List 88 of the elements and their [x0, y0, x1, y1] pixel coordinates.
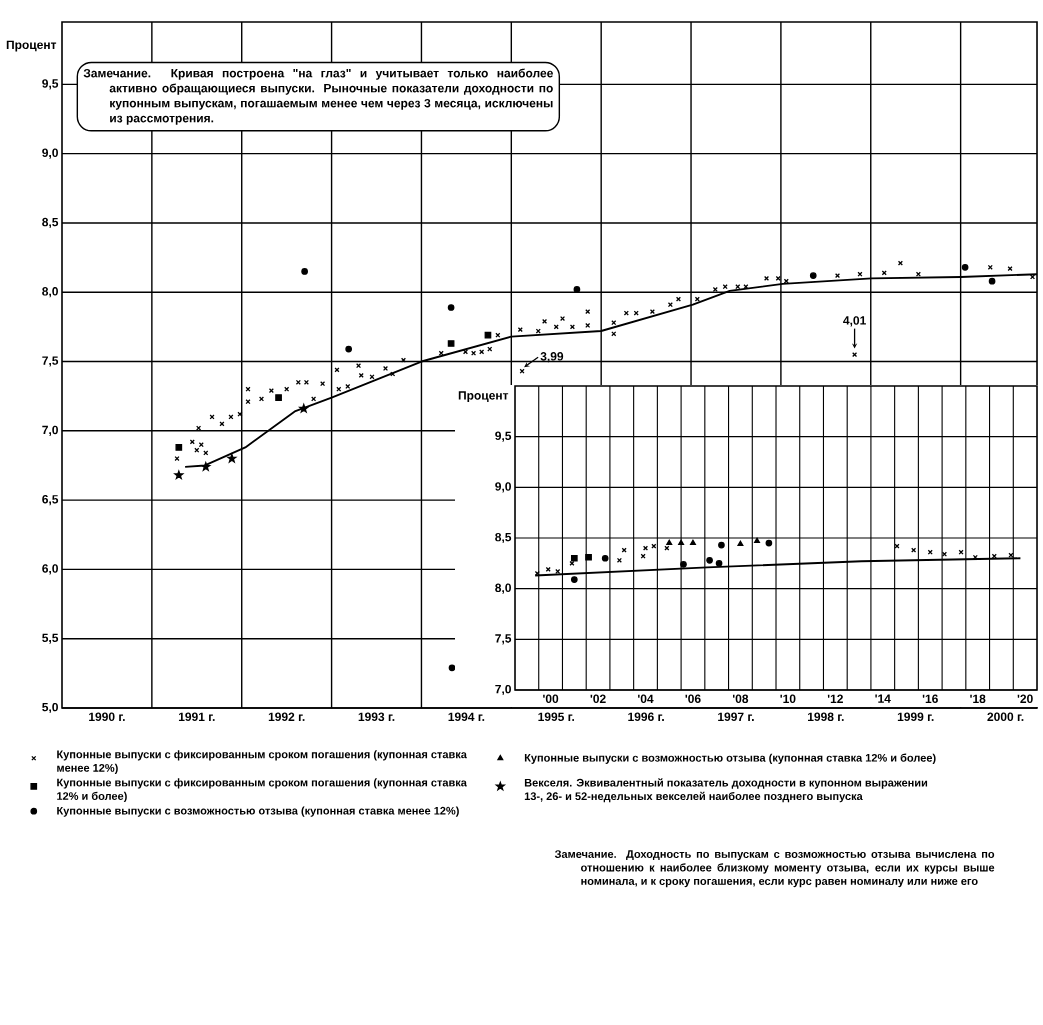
x-tick-label: '18 [970, 694, 986, 704]
x-tick-label: '12 [827, 694, 843, 703]
point [678, 539, 685, 546]
y-tick-label: 5,0 [42, 702, 58, 714]
x-tick-label: '20 [1017, 694, 1033, 704]
point [301, 268, 308, 275]
y-tick-label: 7,0 [42, 425, 58, 436]
point [484, 331, 492, 339]
x-tick-label: '08 [732, 694, 749, 704]
point [345, 345, 353, 353]
point [961, 263, 969, 271]
y-tick-label: 6,5 [42, 495, 59, 506]
y-tick-label: 9,0 [42, 148, 58, 159]
y-tick-label: 7,0 [495, 684, 511, 696]
point [448, 664, 456, 672]
x-tick-label: '04 [638, 694, 654, 704]
x-tick-label: 1993 г. [358, 712, 395, 722]
y-tick-label: 7,5 [42, 356, 59, 367]
y-axis-title: Процент [6, 40, 57, 52]
point [911, 547, 917, 553]
text: Замечание. Доходность по выпускам с возможностью отзыва вычислена по отношению к наиболее близкому моменту отзыва, если их курсы выше номинала, и к сроку погашения, если курс равен номиналу или ниже его [554, 850, 995, 888]
point [680, 560, 687, 568]
point [174, 470, 184, 480]
point [715, 559, 723, 567]
y-tick-label: 8,5 [495, 532, 512, 544]
point [570, 554, 578, 562]
point [616, 557, 622, 563]
x-tick-label: '02 [590, 694, 606, 704]
point [765, 539, 773, 547]
x-tick-label: '16 [922, 694, 938, 704]
point [555, 568, 561, 574]
annotation: 4,01 [843, 316, 866, 327]
x-tick-label: '00 [543, 694, 559, 704]
point [651, 543, 657, 549]
point [227, 453, 237, 463]
x-tick-label: 1998 г. [808, 712, 844, 722]
point [666, 539, 673, 546]
point [754, 537, 761, 544]
x-tick-label: '14 [875, 694, 891, 703]
y-tick-label: 5,5 [42, 633, 59, 644]
point [1008, 552, 1014, 558]
annotation: Замечание. Кривая построена "на глаз" и учитывает только наиболее активно обращающиеся выпуски. Рыночные показатели доходности по купонным выпускам, погашаемым менее чем через 3 месяца, исключены из рассмотрения. [83, 68, 553, 125]
point [689, 539, 696, 546]
x-tick-label: 1992 г. [268, 712, 305, 722]
point [601, 554, 609, 562]
point [569, 560, 575, 566]
point [573, 286, 581, 293]
x-tick-label: 1995 г. [538, 712, 574, 722]
point [988, 277, 996, 285]
point [718, 541, 725, 549]
point [447, 304, 455, 311]
x-tick-label: 1990 г. [89, 712, 125, 722]
point [447, 340, 455, 347]
x-tick-label: 1997 г. [718, 712, 754, 722]
x-tick-label: '10 [780, 694, 796, 704]
legend-label: Купонные выпуски с фиксированным сроком погашения (купонная ставка менее 12%) [57, 750, 467, 774]
y-tick-label: 8,0 [42, 287, 58, 298]
y-tick-label: 7,5 [495, 634, 512, 645]
legend-label: Векселя. Эквивалентный показатель доходности в купонном выражении 13-, 26- и 52-недельных векселей наиболее позднего выпуска [524, 778, 928, 803]
point [642, 545, 649, 551]
x-tick-label: 1999 г. [897, 712, 934, 722]
legend-label: Купонные выпуски с возможностью отзыва (купонная ставка 12% и более) [524, 753, 936, 764]
point [737, 540, 744, 547]
point [275, 394, 282, 401]
x-tick-label: '06 [685, 694, 701, 704]
y-tick-label: 8,0 [495, 583, 511, 594]
y-axis-title: Процент [458, 391, 509, 403]
point [941, 551, 948, 557]
legend-label: Купонные выпуски с фиксированным сроком погашения (купонная ставка 12% и более) [57, 778, 467, 803]
y-tick-label: 8,5 [42, 217, 59, 229]
x-tick-label: 2000 г. [987, 712, 1024, 722]
point [640, 553, 646, 559]
y-tick-label: 6,0 [42, 564, 58, 575]
y-tick-label: 9,0 [495, 482, 511, 493]
point [545, 566, 551, 572]
point [958, 549, 964, 555]
legend-label: Купонные выпуски с возможностью отзыва (купонная ставка менее 12%) [57, 806, 459, 817]
y-tick-label: 9,5 [42, 79, 59, 90]
point [809, 272, 817, 279]
point [706, 556, 713, 564]
annotation: 3,99 [540, 352, 564, 363]
point [175, 444, 183, 451]
y-tick-label: 9,5 [495, 431, 512, 442]
point [570, 576, 578, 583]
x-tick-label: 1991 г. [178, 712, 215, 722]
x-tick-label: 1994 г. [448, 712, 485, 722]
x-tick-label: 1996 г. [628, 712, 664, 722]
point [585, 553, 592, 561]
